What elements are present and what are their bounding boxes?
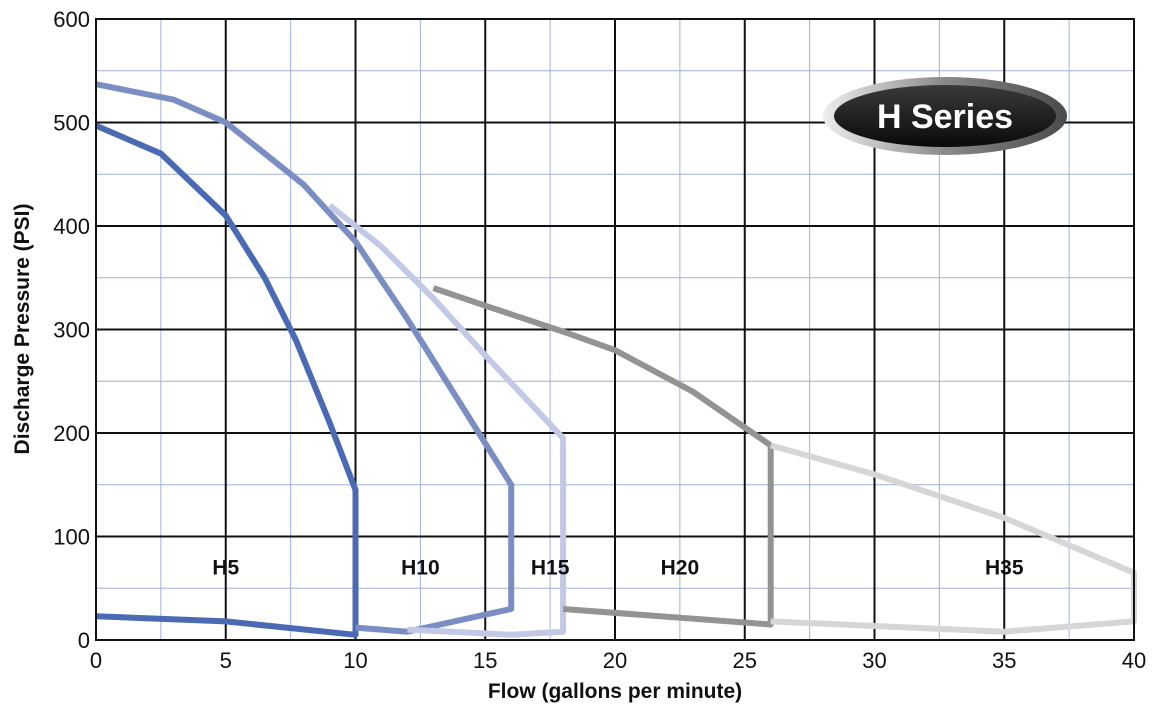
y-tick-label: 200 [53,421,90,446]
series-line-h5 [94,122,359,638]
x-tick-label: 25 [733,648,757,673]
x-tick-label: 40 [1122,648,1146,673]
y-tick-label: 600 [53,7,90,32]
series-line-h15 [327,202,567,638]
x-tick-label: 10 [343,648,367,673]
badge-label: H Series [877,98,1013,136]
x-tick-label: 5 [220,648,232,673]
x-tick-label: 15 [473,648,497,673]
x-tick-label: 30 [862,648,886,673]
x-axis-title: Flow (gallons per minute) [488,680,742,703]
y-tick-labels: 0 100 200 300 400 500 600 [53,7,90,653]
series-line-h20 [432,285,774,628]
x-tick-label: 0 [90,648,102,673]
x-tick-labels: 0 5 10 15 20 25 30 35 40 [90,648,1146,673]
y-tick-label: 400 [53,214,90,239]
badge-inner [834,85,1056,147]
series-line-h10 [95,81,515,635]
y-tick-label: 300 [53,318,90,343]
y-tick-label: 100 [53,525,90,550]
y-axis-title: Discharge Pressure (PSI) [11,204,34,455]
x-tick-label: 35 [992,648,1016,673]
series-label-h5: H5 [212,557,239,580]
h-series-badge: H Series [823,77,1067,155]
series-label-h10: H10 [401,557,440,580]
series-lines [94,81,1137,638]
y-tick-label: 500 [53,111,90,136]
y-tick-label: 0 [78,628,90,653]
plot-frame [95,18,1135,641]
series-label-h35: H35 [985,557,1024,580]
series-label-h15: H15 [531,557,570,580]
series-labels: H5 H10 H15 H20 H35 [212,557,1024,580]
series-label-h20: H20 [661,557,700,580]
x-tick-label: 20 [603,648,627,673]
series-line-h35 [769,442,1137,635]
